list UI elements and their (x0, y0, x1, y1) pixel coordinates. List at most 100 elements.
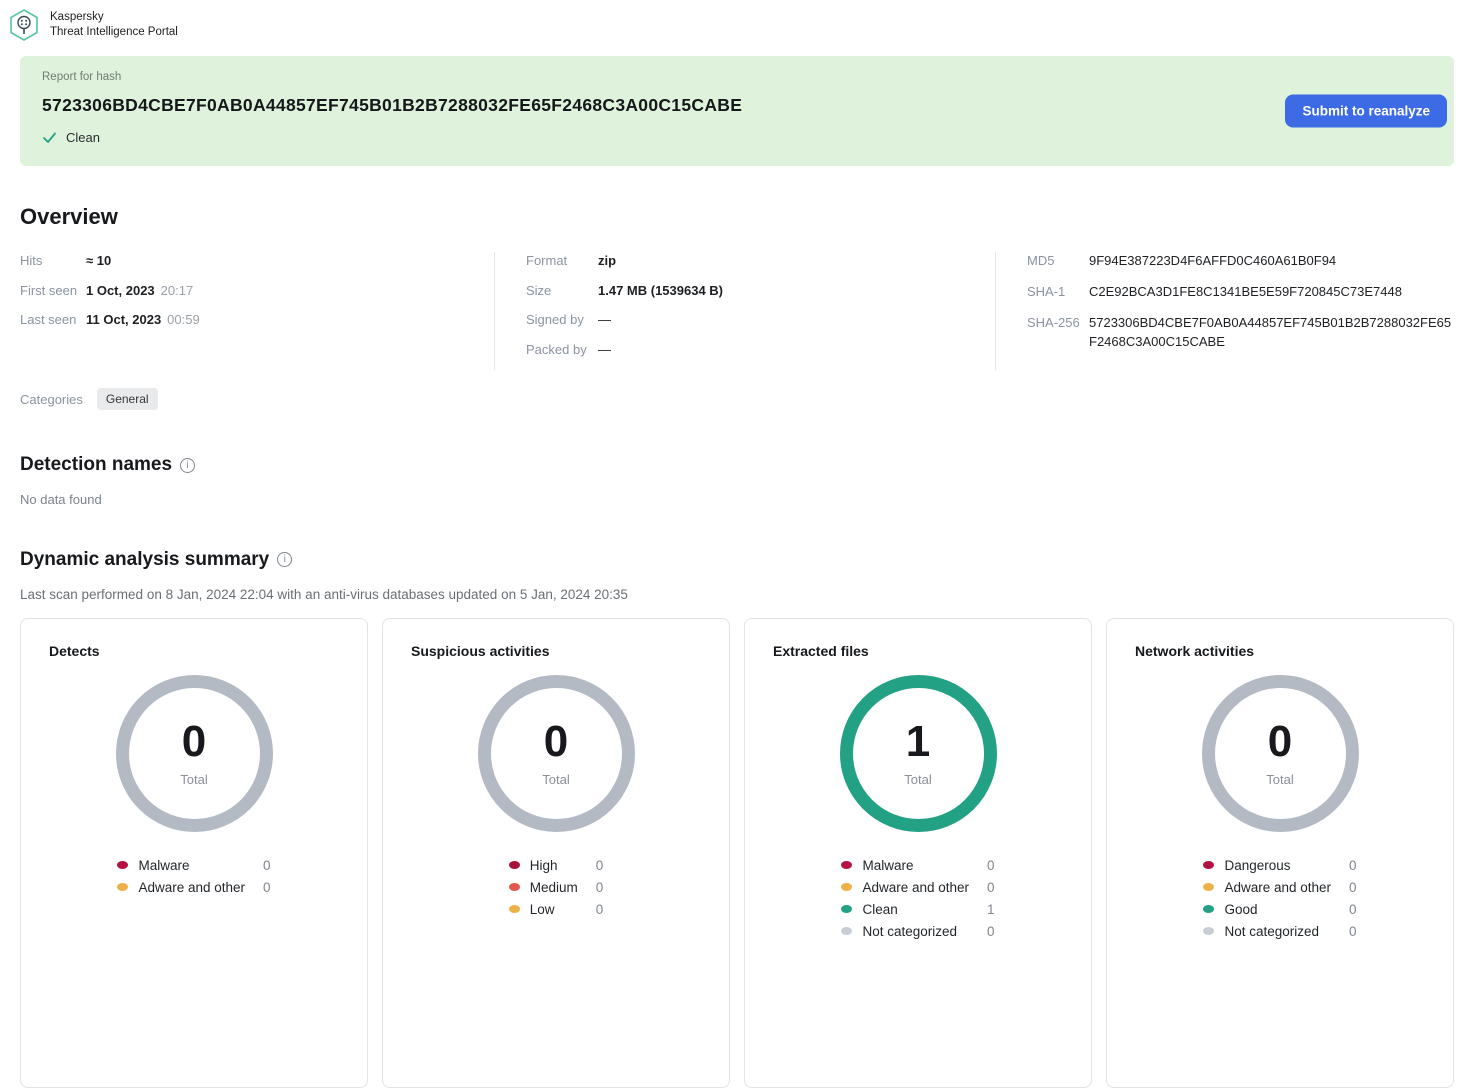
donut-total-label: Total (180, 771, 208, 787)
dynamic-analysis-section: Dynamic analysis summary i Last scan per… (20, 549, 1454, 1088)
last-seen-value: 11 Oct, 2023 00:59 (86, 312, 200, 328)
detection-names-title: Detection names (20, 454, 173, 476)
legend-value: 0 (1349, 901, 1357, 917)
overview-row-last-seen: Last seen 11 Oct, 2023 00:59 (20, 311, 494, 329)
legend-dot (117, 861, 129, 870)
brand-line2: Threat Intelligence Portal (50, 26, 178, 38)
info-icon[interactable]: i (180, 457, 196, 473)
sha1-label: SHA-1 (1027, 283, 1066, 299)
format-value: zip (598, 253, 617, 268)
donut-total-value: 0 (543, 716, 569, 766)
legend-item: Low (508, 902, 578, 917)
legend-item: Clean (841, 902, 969, 917)
overview-row-packed-by: Packed by — (526, 341, 995, 359)
legend-dot (1203, 861, 1215, 870)
category-tag-general[interactable]: General (96, 388, 158, 411)
sha256-label: SHA-256 (1027, 314, 1080, 330)
legend: High 0 Medium 0 Low 0 (508, 857, 604, 917)
card-extracted-files: Extracted files 1 Total Malware 0 Adware … (744, 617, 1092, 1088)
donut-total-label: Total (904, 771, 932, 787)
legend-value: 0 (987, 879, 995, 895)
overview-row-hits: Hits ≈ 10 (20, 252, 494, 270)
legend-item: Dangerous (1203, 858, 1331, 873)
donut-total-value: 1 (905, 716, 931, 766)
legend-item: Malware (117, 858, 245, 873)
legend-dot (508, 883, 520, 892)
legend-dot (117, 883, 129, 892)
card-network-activities: Network activities 0 Total Dangerous 0 Ad… (1106, 617, 1454, 1088)
legend: Malware 0 Adware and other 0 (117, 857, 271, 895)
donut-total-label: Total (1266, 771, 1294, 787)
legend-value: 0 (595, 879, 604, 895)
suspicious-donut-chart: 0 Total (477, 674, 635, 832)
last-scan-text: Last scan performed on 8 Jan, 2024 22:04… (20, 586, 628, 602)
submit-to-reanalyze-button[interactable]: Submit to reanalyze (1285, 94, 1447, 128)
size-label: Size (526, 282, 552, 298)
legend-item: Not categorized (841, 924, 969, 939)
legend-item: High (508, 858, 578, 873)
detection-names-section: Detection names i No data found (20, 454, 1454, 507)
overview-row-sha256: SHA-256 5723306BD4CBE7F0AB0A44857EF745B0… (1027, 314, 1454, 352)
hits-label: Hits (20, 253, 43, 268)
legend-item: Adware and other (841, 880, 969, 895)
card-suspicious-activities: Suspicious activities 0 Total High 0 Medi… (382, 617, 730, 1088)
size-value: 1.47 MB (1539634 B) (598, 282, 724, 298)
legend-value: 0 (1349, 879, 1357, 895)
overview-row-sha1: SHA-1 C2E92BCA3D1FE8C1341BE5E59F720845C7… (1027, 283, 1454, 302)
legend-item: Good (1203, 902, 1331, 917)
legend-dot (841, 905, 853, 914)
legend: Dangerous 0 Adware and other 0 Good 0 Not c… (1203, 858, 1357, 939)
no-data-text: No data found (20, 491, 102, 507)
report-for-hash-label: Report for hash (42, 71, 122, 83)
verdict-row: Clean (42, 130, 1432, 145)
detects-donut-chart: 0 Total (115, 674, 273, 832)
legend-item: Not categorized (1203, 924, 1331, 939)
categories-label: Categories (20, 391, 83, 407)
brand-text: Kaspersky Threat Intelligence Portal (50, 10, 178, 40)
format-label: Format (526, 253, 568, 268)
donut-total-value: 0 (181, 716, 207, 766)
legend-value: 0 (1349, 923, 1357, 939)
sha1-value: C2E92BCA3D1FE8C1341BE5E59F720845C73E7448 (1089, 283, 1402, 299)
detection-names-heading: Detection names i (20, 454, 1454, 476)
overview-row-first-seen: First seen 1 Oct, 2023 20:17 (20, 282, 494, 300)
packed-by-value: — (598, 341, 611, 357)
info-icon[interactable]: i (277, 552, 293, 568)
card-title: Detects (49, 642, 100, 659)
overview-row-signed-by: Signed by — (526, 311, 995, 329)
legend-dot (1203, 905, 1215, 914)
donut-total-label: Total (542, 771, 570, 787)
legend-item: Adware and other (117, 880, 245, 895)
hits-value: ≈ 10 (86, 253, 112, 268)
kaspersky-logo-icon[interactable] (8, 8, 40, 42)
overview-row-size: Size 1.47 MB (1539634 B) (526, 282, 995, 300)
card-title: Extracted files (773, 642, 869, 659)
dynamic-analysis-title: Dynamic analysis summary (20, 548, 270, 570)
legend-value: 0 (595, 857, 604, 873)
legend-dot (841, 861, 853, 870)
legend: Malware 0 Adware and other 0 Clean 1 Not ca… (841, 857, 995, 939)
legend-value: 0 (595, 901, 604, 917)
overview-title: Overview (20, 204, 118, 229)
overview-grid: Hits ≈ 10 First seen 1 Oct, 2023 20:17 La… (20, 252, 1454, 371)
extracted-files-donut-chart: 1 Total (839, 674, 997, 832)
legend-value: 0 (987, 923, 995, 939)
card-title: Network activities (1135, 642, 1255, 659)
legend-dot (1203, 883, 1215, 892)
legend-item: Malware (841, 858, 969, 873)
signed-by-value: — (598, 312, 611, 328)
legend-value: 0 (987, 857, 995, 873)
check-icon (43, 132, 56, 143)
overview-hashes-column: MD5 9F94E387223D4F6AFFD0C460A61B0F94 SHA… (995, 252, 1454, 371)
overview-file-column: Format zip Size 1.47 MB (1539634 B) Sign… (494, 252, 995, 371)
legend-dot (841, 883, 853, 892)
packed-by-label: Packed by (526, 341, 587, 357)
network-donut-chart: 0 Total (1201, 674, 1359, 832)
donut-total-value: 0 (1267, 716, 1293, 766)
legend-value: 0 (263, 857, 271, 873)
report-banner: Report for hash 5723306BD4CBE7F0AB0A4485… (20, 56, 1454, 166)
first-seen-time: 20:17 (160, 282, 194, 298)
overview-row-md5: MD5 9F94E387223D4F6AFFD0C460A61B0F94 (1027, 252, 1454, 271)
md5-label: MD5 (1027, 253, 1055, 268)
overview-activity-column: Hits ≈ 10 First seen 1 Oct, 2023 20:17 La… (20, 252, 494, 370)
